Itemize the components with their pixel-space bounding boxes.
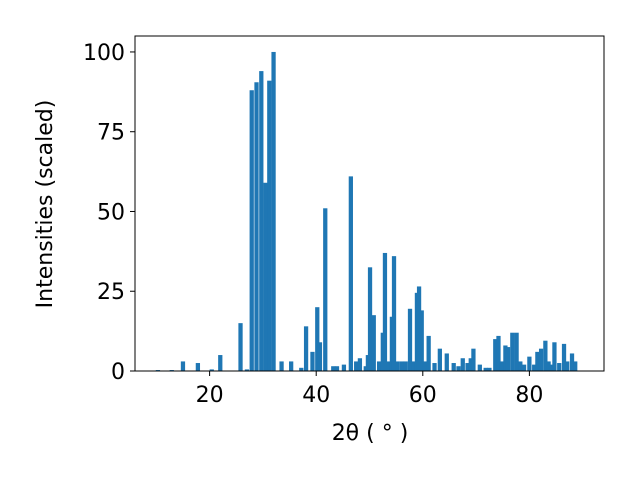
bar [259,71,264,371]
y-tick-label: 75 [97,121,125,146]
bar [426,335,431,371]
bar [543,340,548,371]
bar [271,51,276,371]
bar [422,361,428,371]
x-tick-label: 80 [515,383,543,408]
bar [419,310,424,371]
bar [354,361,359,371]
bar [546,361,551,371]
bar [299,367,304,371]
y-tick-label: 0 [111,360,125,385]
bar [323,208,328,371]
bar [460,358,465,371]
x-tick-label: 60 [409,383,437,408]
bar [310,351,315,371]
bar [334,366,340,371]
bar [514,332,519,371]
bar [267,80,272,372]
bar [317,342,323,371]
bar [238,323,243,371]
y-tick-label: 50 [97,200,125,225]
bar [249,90,254,371]
bar [499,361,504,371]
bar [432,363,437,371]
x-axis-label: 2θ ( ° ) [332,421,409,446]
x-tick-label: 40 [302,383,330,408]
bar [254,82,259,371]
bar [518,361,523,371]
bar [209,369,214,371]
bar [521,364,527,371]
bar [569,353,575,371]
bar [341,364,347,371]
bar [279,361,284,371]
bar [444,353,449,371]
bar [437,348,442,371]
bar [503,345,508,371]
bar [303,326,309,371]
bar [532,364,537,371]
bar [391,256,397,371]
bar [493,339,498,371]
bar [552,342,557,371]
x-tick-label: 20 [196,383,224,408]
bar [367,267,373,371]
bar [465,363,470,371]
bar [357,358,363,371]
bar [483,367,488,371]
plot-frame [134,35,605,372]
y-tick-label: 100 [83,41,125,66]
bar [263,182,268,371]
bar [468,358,473,371]
bar [561,343,567,371]
bar [331,366,336,371]
bar [565,361,570,371]
bar [315,307,320,371]
bar [557,363,562,371]
bar [376,361,382,371]
bar [527,356,532,371]
bar [505,347,511,371]
bar [496,335,501,371]
bar [411,361,416,371]
bar [549,364,554,371]
y-axis-label: Intensities (scaled) [33,100,58,309]
bar [403,361,408,371]
bar [395,361,400,371]
y-tick-label: 25 [97,280,125,305]
bar [218,355,223,371]
bar [244,369,250,371]
bar [573,361,578,371]
bar [386,361,391,371]
bar [180,361,186,371]
bar [471,348,476,371]
bar [456,366,461,371]
bar [348,176,353,371]
bar [289,361,294,371]
bar [399,361,405,371]
bar [487,367,492,371]
bar [407,308,413,371]
bar [371,315,376,371]
bar [538,348,544,371]
bar [510,332,515,371]
bar [535,351,540,371]
bar [382,252,388,371]
bar [477,364,482,371]
bar [195,363,201,371]
bar [416,286,422,371]
bar [451,363,456,371]
